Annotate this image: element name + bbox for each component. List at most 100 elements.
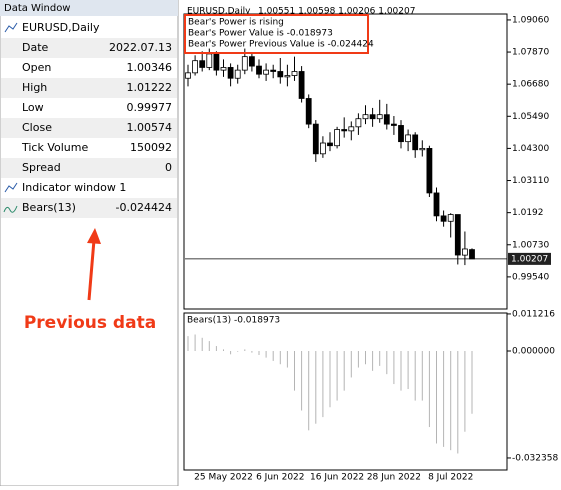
candle-body [270,69,277,72]
x-tick-label: 6 Jun 2022 [256,473,304,483]
candle-body [234,69,241,79]
row-bg [1,158,177,178]
y-tick-label: 0.99540 [512,272,549,282]
chart-subtitle: 1.00551 1.00598 1.00206 1.00207 [258,7,415,17]
annotation: Previous data [24,313,156,333]
y-tick-label: 1.07870 [512,48,549,58]
x-tick-label: 25 May 2022 [194,473,253,483]
candle-body [390,123,397,126]
row-label: Close [22,121,52,134]
row-value: 0.99977 [127,101,173,114]
candle-body [298,71,305,99]
candle-body [348,126,355,132]
candle-body [206,53,213,68]
candle-body [398,125,404,143]
candle-body [220,67,227,71]
candle-body [241,56,248,71]
candle-body [376,114,383,120]
row-label: Open [22,61,51,74]
y-tick-label: -0.032358 [512,453,558,463]
candle-body [469,249,475,260]
row-label: Date [22,41,49,54]
candle-body [405,134,412,143]
candle-body [263,69,270,75]
row-label: Low [22,101,44,114]
comment-box [184,14,369,54]
y-tick-label: 0.000000 [512,347,555,357]
arrow-head [87,228,101,244]
candle-body [291,71,298,76]
candle-body [248,56,255,67]
row-bg [1,38,177,58]
row-value: -0.024424 [116,201,172,214]
row-bg [1,98,177,118]
row-label: Bears(13) [22,201,76,214]
x-tick-label: 16 Jun 2022 [310,473,364,483]
y-tick-label: 1.09060 [512,15,549,25]
candle-body [327,142,333,147]
candle-body [362,114,369,120]
candle-body [454,214,461,256]
row-label: Spread [22,161,61,174]
indicator-title: Bears(13) -0.018973 [187,316,280,326]
y-tick-label: 1.03110 [512,176,549,186]
candle-body [419,148,426,151]
row-label: High [22,81,47,94]
row-label: Tick Volume [21,141,88,154]
candle-body [447,214,454,222]
icon [3,205,18,213]
row-bg [1,138,177,158]
chart-title: EURUSD,Daily [187,7,251,17]
candle-body [383,114,390,125]
y-tick-label: 1.0192 [512,208,544,218]
candle-body [433,192,440,217]
candle-body [284,75,291,78]
row-value: 2022.07.13 [109,41,172,54]
indicator-window: Indicator window 1 [22,181,126,194]
y-tick-label: 1.00730 [512,240,549,250]
candle-body [227,67,234,79]
row-value: 1.00574 [127,121,173,134]
price-chart-frame [183,13,508,310]
price-label: 1.00207 [511,254,548,264]
icon [4,22,18,33]
candle-body [213,53,220,71]
comment: Bear's Power is rising [188,18,284,28]
candle-body [461,248,468,256]
comment: Bear's Power Previous Value is -0.024424 [188,40,374,50]
indicator-frame [183,312,508,471]
panel-title: Data Window [4,3,70,14]
candle-body [412,134,419,151]
row-bg [1,118,177,138]
icon [4,182,18,193]
candle-body [355,118,362,128]
row-bg [1,58,177,78]
candle-body [277,71,284,78]
candle-body [185,72,191,79]
row-bg [1,78,177,98]
candle-body [256,65,262,75]
candle-body [312,123,319,155]
candle-body [341,129,348,132]
candle-body [199,60,206,68]
y-tick-label: 1.05490 [512,112,549,122]
symbol: EURUSD,Daily [22,21,100,34]
candle-body [440,215,447,222]
row-value: 1.01222 [127,81,173,94]
x-tick-label: 8 Jul 2022 [428,473,473,483]
row-value: 1.00346 [127,61,173,74]
y-tick-label: 1.06680 [512,80,549,90]
price-label-bg [508,252,551,265]
arrow [87,239,96,301]
y-tick-label: 0.011216 [512,309,555,319]
row-bg [1,198,177,218]
comment: Bear's Power Value is -0.018973 [188,29,333,39]
candle-body [369,114,376,120]
candle-body [305,98,312,125]
panel-titlebar [0,0,178,16]
row-value: 150092 [130,141,172,154]
row-value: 0 [165,161,172,174]
candle-body [334,129,341,147]
